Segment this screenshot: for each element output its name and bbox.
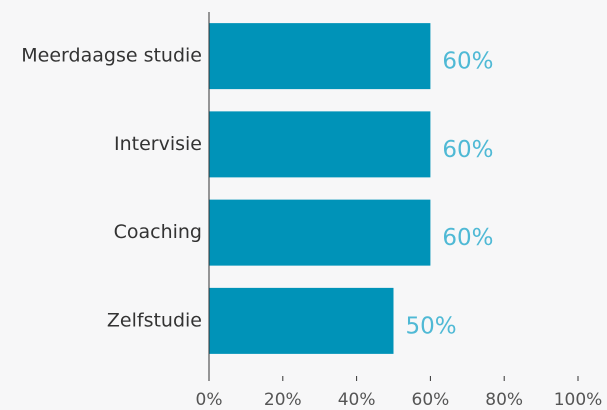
x-tick-label: 20% [264,390,302,410]
bar [209,23,431,90]
category-label: Coaching [114,221,202,243]
value-label: 60% [442,225,493,251]
bar [209,111,431,178]
category-label: Meerdaagse studie [21,45,202,67]
x-tick-label: 100% [554,390,603,410]
x-tick-label: 40% [338,390,376,410]
x-tick-label: 0% [196,390,223,410]
value-label: 60% [442,137,493,163]
x-tick-label: 80% [485,390,523,410]
bar [209,199,431,266]
category-label: Intervisie [114,133,202,155]
value-label: 50% [406,313,457,339]
category-label: Zelfstudie [107,309,202,331]
x-tick-label: 60% [412,390,450,410]
value-label: 60% [442,49,493,75]
bar [209,287,394,354]
